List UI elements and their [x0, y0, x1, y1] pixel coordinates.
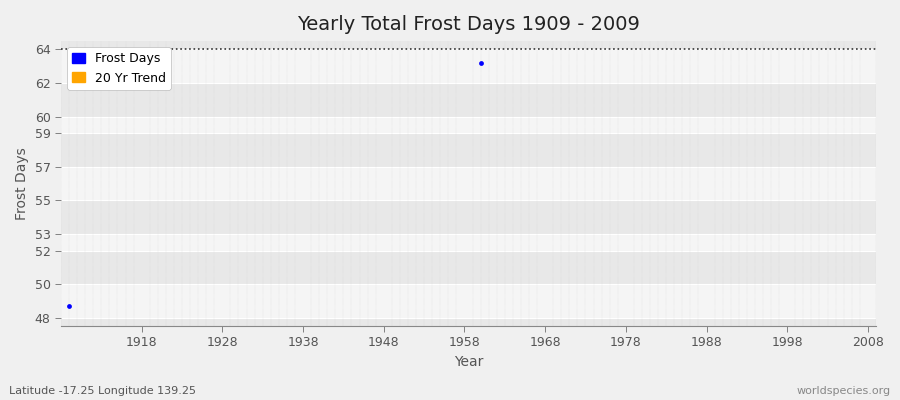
Bar	[61, 50, 876, 83]
Text: Latitude -17.25 Longitude 139.25: Latitude -17.25 Longitude 139.25	[9, 386, 196, 396]
Bar	[61, 133, 876, 167]
Y-axis label: Frost Days: Frost Days	[15, 147, 29, 220]
Bar	[61, 167, 876, 200]
Bar	[61, 83, 876, 116]
Bar	[61, 284, 876, 318]
Bar	[61, 200, 876, 234]
Bar	[61, 318, 876, 326]
Bar	[61, 251, 876, 284]
X-axis label: Year: Year	[454, 355, 483, 369]
Title: Yearly Total Frost Days 1909 - 2009: Yearly Total Frost Days 1909 - 2009	[297, 15, 640, 34]
Point	[473, 60, 488, 66]
Point	[62, 303, 77, 309]
Text: worldspecies.org: worldspecies.org	[796, 386, 891, 396]
Bar	[61, 234, 876, 251]
Bar	[61, 116, 876, 133]
Legend: Frost Days, 20 Yr Trend: Frost Days, 20 Yr Trend	[68, 47, 171, 90]
